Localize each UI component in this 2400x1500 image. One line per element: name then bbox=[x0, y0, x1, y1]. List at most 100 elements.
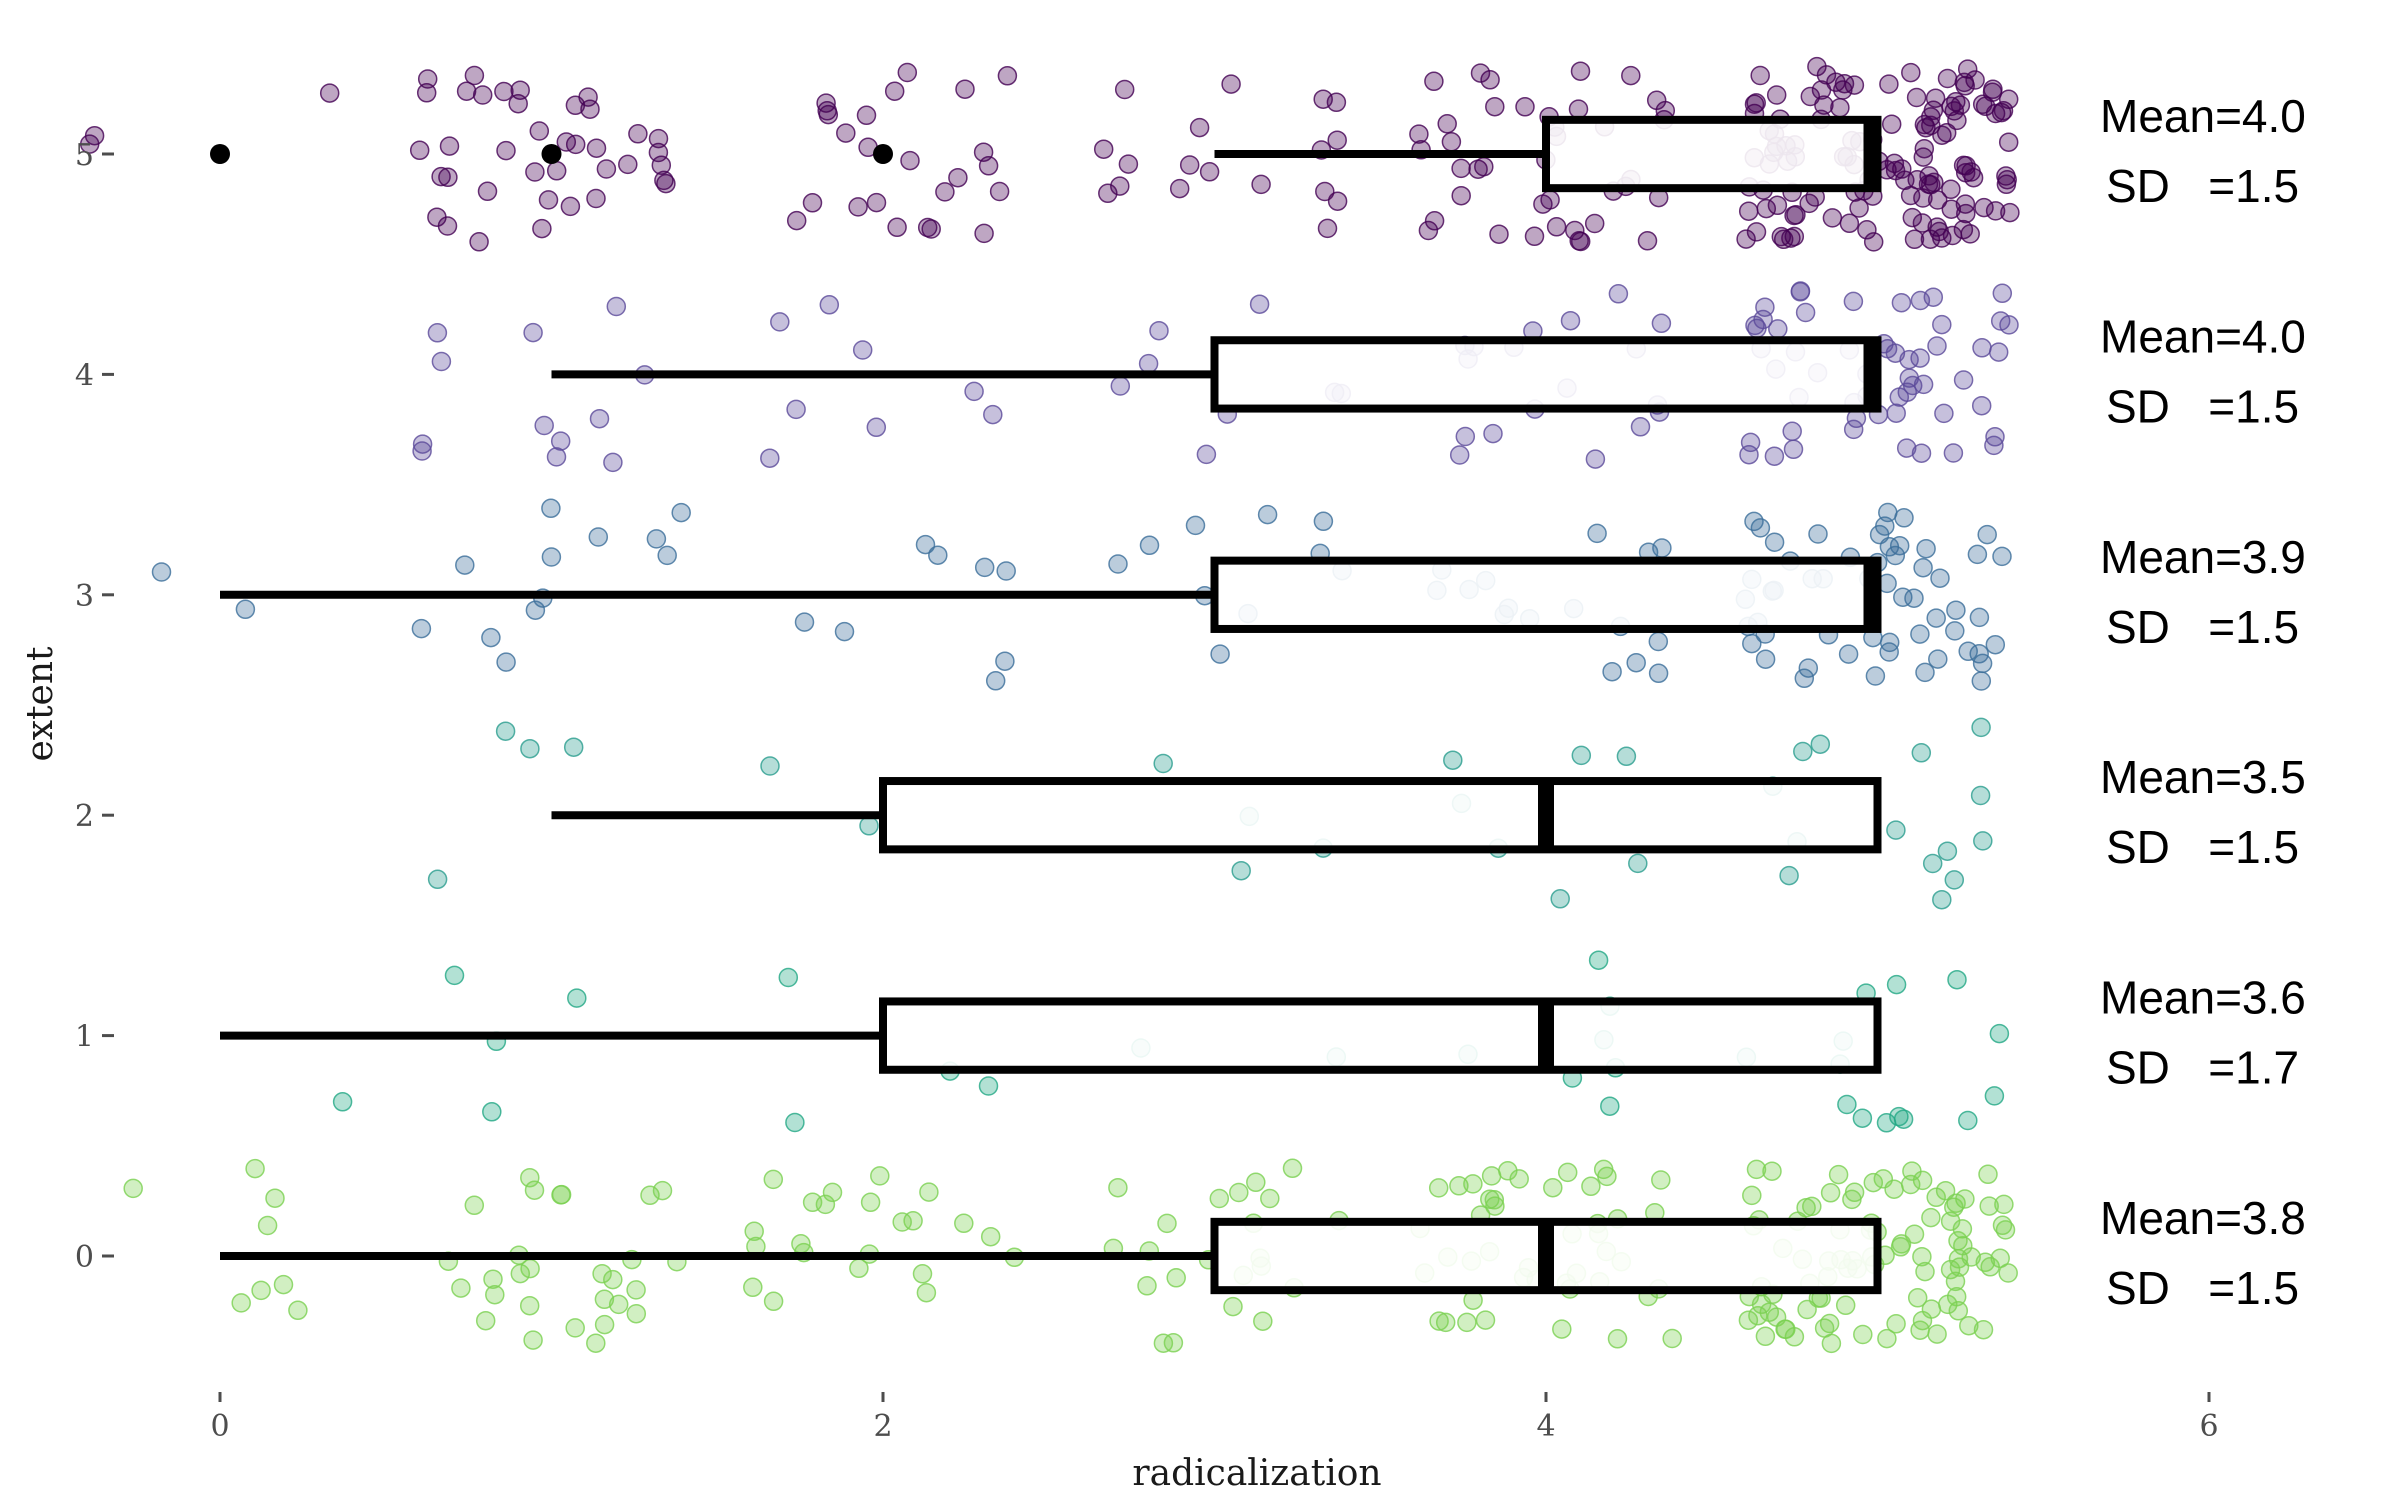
jitter-point bbox=[948, 167, 968, 188]
jitter-point bbox=[1648, 631, 1669, 652]
jitter-point bbox=[1166, 1268, 1186, 1288]
x-tick-label: 2 bbox=[873, 1409, 892, 1444]
jitter-point bbox=[1137, 1276, 1157, 1296]
jitter-point bbox=[1751, 1294, 1772, 1315]
jitter-point bbox=[1998, 89, 2019, 110]
jitter-point bbox=[1784, 205, 1804, 226]
jitter-point bbox=[1138, 353, 1159, 374]
jitter-point bbox=[519, 1295, 540, 1316]
jitter-point bbox=[1844, 75, 1865, 95]
jitter-point bbox=[1607, 1329, 1628, 1349]
jitter-point bbox=[1475, 1310, 1496, 1330]
jitter-point bbox=[1900, 185, 1921, 206]
jitter-point bbox=[1932, 889, 1952, 910]
jitter-point bbox=[860, 1192, 881, 1213]
jitter-point bbox=[1483, 423, 1503, 444]
jitter-point bbox=[427, 207, 447, 227]
jitter-point bbox=[438, 167, 458, 188]
jitter-point bbox=[560, 196, 581, 217]
jitter-point bbox=[1766, 85, 1787, 105]
jitter-point bbox=[412, 441, 432, 461]
jitter-point bbox=[556, 132, 577, 152]
jitter-point bbox=[1451, 185, 1471, 206]
jitter-point bbox=[1881, 114, 1902, 134]
jitter-point bbox=[1630, 417, 1651, 437]
jitter-point bbox=[1891, 1234, 1912, 1254]
jitter-point bbox=[1282, 1158, 1303, 1179]
jitter-point bbox=[332, 1092, 353, 1112]
jitter-point bbox=[464, 65, 485, 86]
jitter-point bbox=[648, 128, 669, 149]
jitter-point bbox=[596, 159, 617, 179]
jitter-point bbox=[1857, 220, 1877, 240]
jitter-point bbox=[1984, 1086, 2005, 1106]
jitter-point bbox=[1571, 745, 1592, 766]
jitter-point bbox=[520, 738, 540, 759]
jitter-point bbox=[1441, 132, 1462, 152]
jitter-point bbox=[1884, 153, 1905, 174]
jitter-point bbox=[523, 1330, 543, 1350]
x-axis-title: radicalization bbox=[1132, 1453, 1381, 1494]
jitter-point bbox=[995, 651, 1015, 671]
jitter-point bbox=[1834, 73, 1855, 94]
jitter-point bbox=[1093, 139, 1114, 159]
jitter-point bbox=[1911, 743, 1932, 763]
jitter-point bbox=[1971, 395, 1992, 416]
jitter-point bbox=[989, 181, 1010, 202]
y-axis-title: extent bbox=[20, 646, 61, 762]
jitter-point bbox=[1463, 1174, 1483, 1194]
jitter-point bbox=[546, 161, 567, 181]
jitter-point bbox=[123, 1178, 143, 1199]
jitter-point bbox=[417, 69, 438, 89]
jitter-point bbox=[1753, 309, 1773, 330]
jitter-point bbox=[586, 138, 607, 158]
jitter-point bbox=[1756, 198, 1777, 219]
jitter-point bbox=[1977, 524, 1997, 545]
box-iqr bbox=[1210, 556, 1882, 633]
y-tick-label: 4 bbox=[75, 358, 94, 393]
jitter-point bbox=[935, 182, 955, 202]
jitter-point bbox=[1998, 132, 2019, 152]
jitter-point bbox=[477, 181, 498, 202]
jitter-point bbox=[978, 1076, 999, 1096]
jitter-point bbox=[1904, 1224, 1925, 1244]
jitter-point bbox=[494, 81, 514, 102]
jitter-point bbox=[794, 612, 815, 632]
jitter-point bbox=[1979, 1196, 1999, 1216]
jitter-point bbox=[1921, 1207, 1941, 1228]
jitter-point bbox=[1927, 1324, 1947, 1344]
jitter-point bbox=[1210, 644, 1230, 664]
jitter-point bbox=[1916, 538, 1936, 559]
jitter-point bbox=[1108, 1177, 1128, 1198]
jitter-point bbox=[1889, 535, 1910, 556]
jitter-point bbox=[1565, 220, 1585, 241]
jitter-point bbox=[652, 1180, 673, 1201]
jitter-point bbox=[919, 1182, 939, 1202]
box-group-extent-4 bbox=[551, 336, 1882, 413]
jitter-point bbox=[1912, 213, 1933, 233]
jitter-point bbox=[1948, 1301, 1969, 1321]
jitter-point bbox=[985, 671, 1006, 691]
jitter-point bbox=[469, 232, 489, 252]
jitter-point bbox=[1317, 218, 1338, 239]
jitter-point bbox=[1992, 283, 2013, 304]
jitter-point bbox=[251, 1280, 271, 1301]
jitter-point bbox=[257, 1215, 278, 1236]
sd-label: SD =1.5 bbox=[2106, 601, 2299, 653]
jitter-point bbox=[1837, 1094, 1857, 1115]
jitter-point bbox=[1912, 1246, 1932, 1267]
jitter-point bbox=[1581, 1176, 1601, 1197]
jitter-point bbox=[1750, 518, 1771, 538]
jitter-point bbox=[1879, 642, 1899, 662]
jitter-point bbox=[1996, 174, 2017, 195]
jitter-point bbox=[235, 599, 256, 620]
jitter-point bbox=[1863, 1172, 1884, 1193]
jitter-point bbox=[1163, 1333, 1184, 1353]
jitter-point bbox=[671, 502, 691, 523]
jitter-point bbox=[1852, 1108, 1873, 1128]
jitter-point bbox=[626, 1303, 647, 1324]
jitter-point bbox=[770, 312, 790, 332]
jitter-point bbox=[1455, 426, 1476, 447]
jitter-point bbox=[532, 218, 552, 239]
